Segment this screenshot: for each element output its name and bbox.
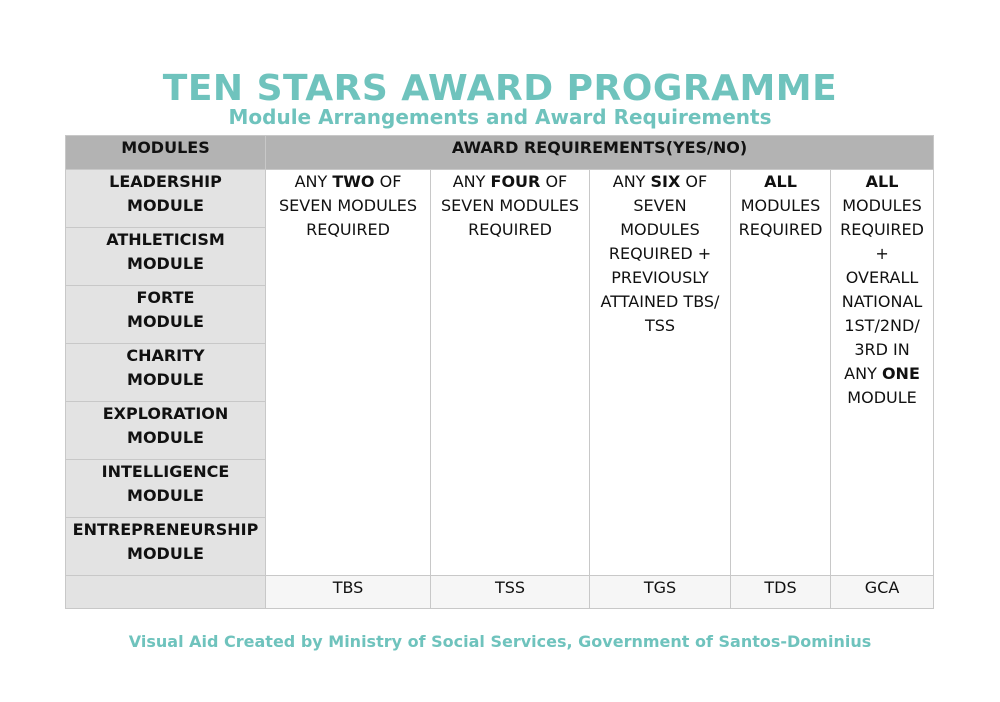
req-pre: ANY [294,172,333,191]
award-tgs: TGS [589,575,731,609]
module-suffix: MODULE [127,486,204,505]
award-row: TBS TSS TGS TDS GCA [65,575,935,609]
modules-column-header: MODULES [65,135,266,170]
table-header-row: MODULES AWARD REQUIREMENTS(YES/NO) [65,135,935,170]
table-row: ATHLETICISM MODULE [65,227,934,286]
req-line: MODULE [847,388,917,407]
req-line: MODULES [740,196,821,215]
req-bold: ALL [865,172,899,191]
award-tss: TSS [430,575,590,609]
module-name: LEADERSHIP [109,172,222,191]
req-post: OF [374,172,402,191]
award-requirements-table: MODULES AWARD REQUIREMENTS(YES/NO) LEADE… [65,135,935,609]
module-name: INTELLIGENCE [101,462,230,481]
req-pre: ANY [452,172,491,191]
req-line: MODULES [620,220,700,239]
req-line: REQUIRED [840,220,924,239]
requirement-tds: ALL MODULES REQUIRED [730,169,831,576]
req-bold: ALL [764,172,797,191]
requirement-tss: ANY FOUR OF SEVEN MODULES REQUIRED [430,169,590,576]
req-bold: FOUR [490,172,541,191]
req-line: SEVEN MODULES [279,196,417,215]
award-gca: GCA [829,575,935,609]
award-row-empty-cell [65,575,266,609]
table-row: CHARITY MODULE [65,343,934,402]
req-line: PREVIOUSLY [611,268,709,287]
module-suffix: MODULE [127,428,204,447]
module-name: CHARITY [126,346,205,365]
module-name: FORTE [136,288,195,307]
req-line: REQUIRED [468,220,552,239]
req-line: ATTAINED TBS/ [600,292,720,311]
req-post: OF [540,172,568,191]
req-line: SEVEN [633,196,687,215]
table-row: INTELLIGENCE MODULE [65,459,934,518]
module-athleticism: ATHLETICISM MODULE [65,227,266,286]
req-line: 3RD IN [854,340,910,359]
page-subtitle: Module Arrangements and Award Requiremen… [228,105,772,129]
req-pre: ANY [612,172,651,191]
req-pre: ANY [844,364,882,383]
credit-footer: Visual Aid Created by Ministry of Social… [128,632,872,651]
req-line: REQUIRED + [608,244,712,263]
req-bold: SIX [650,172,681,191]
req-line: SEVEN MODULES [441,196,579,215]
table-row: LEADERSHIP MODULE ANY TWO OF SEVEN MODUL… [65,169,935,576]
req-line: NATIONAL [841,292,923,311]
module-leadership: LEADERSHIP MODULE [65,169,266,228]
page-title: TEN STARS AWARD PROGRAMME [162,68,838,109]
module-suffix: MODULE [127,254,204,273]
award-tds: TDS [730,575,831,609]
requirements-column-header: AWARD REQUIREMENTS(YES/NO) [264,135,935,170]
requirement-tbs: ANY TWO OF SEVEN MODULES REQUIRED [265,169,431,576]
req-line: + [875,244,889,263]
module-intelligence: INTELLIGENCE MODULE [65,459,266,518]
requirement-gca: ALL MODULES REQUIRED + OVERALL NATIONAL … [829,169,935,576]
module-suffix: MODULE [127,370,204,389]
module-suffix: MODULE [127,544,204,563]
req-line: 1ST/2ND/ [844,316,920,335]
req-line: REQUIRED [738,220,823,239]
module-exploration: EXPLORATION MODULE [65,401,266,460]
module-name: ENTREPRENEURSHIP [72,520,259,539]
req-line: MODULES [842,196,922,215]
module-name: ATHLETICISM [106,230,225,249]
module-suffix: MODULE [127,312,204,331]
req-line: OVERALL [845,268,919,287]
module-suffix: MODULE [127,196,204,215]
award-tbs: TBS [265,575,431,609]
req-post: OF [680,172,708,191]
req-bold: TWO [332,172,375,191]
req-line: TSS [644,316,676,335]
module-entrepreneurship: ENTREPRENEURSHIP MODULE [65,517,266,576]
req-line: REQUIRED [306,220,390,239]
requirement-tgs: ANY SIX OF SEVEN MODULES REQUIRED + PREV… [589,169,731,576]
module-charity: CHARITY MODULE [65,343,266,402]
module-forte: FORTE MODULE [65,285,266,344]
req-bold: ONE [881,364,920,383]
module-name: EXPLORATION [102,404,229,423]
